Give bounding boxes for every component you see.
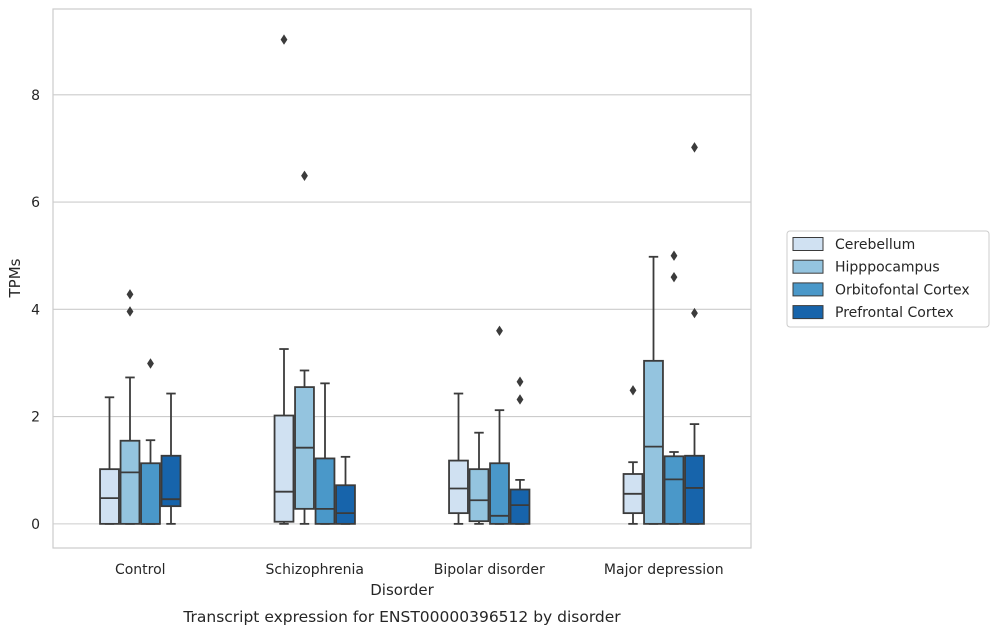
box-cerebellum	[448, 392, 469, 525]
outlier-point	[126, 306, 134, 317]
x-tick-label: Major depression	[604, 562, 724, 578]
iqr-box	[99, 468, 120, 525]
outlier-point	[691, 142, 698, 153]
iqr-box	[509, 488, 531, 525]
legend-swatch	[792, 282, 824, 297]
box-prefrontal-cortex	[160, 392, 182, 525]
outlier-point	[516, 376, 524, 387]
iqr-box	[468, 468, 490, 523]
legend-entry: Orbitofontal Cortex	[835, 282, 970, 298]
outlier-point	[629, 385, 637, 396]
chart-caption: Transcript expression for ENST0000039651…	[182, 608, 621, 626]
box-prefrontal-cortex	[335, 455, 356, 525]
outlier-point	[147, 358, 154, 369]
iqr-box	[489, 462, 510, 525]
outlier-point	[280, 34, 288, 45]
iqr-box	[314, 457, 336, 525]
iqr-box	[643, 359, 664, 525]
box-hipppocampus	[294, 170, 315, 525]
iqr-box	[684, 454, 705, 525]
y-tick-label: 2	[31, 410, 40, 426]
legend-entry: Cerebellum	[835, 237, 915, 253]
box-cerebellum	[273, 34, 295, 525]
box-hipppocampus	[643, 255, 664, 525]
x-axis-label: Disorder	[370, 581, 434, 599]
box-cerebellum	[622, 385, 644, 525]
plot-frame	[52, 8, 752, 549]
box-hipppocampus	[468, 431, 490, 525]
box-orbitofontal-cortex	[140, 358, 161, 525]
x-tick-label: Control	[115, 562, 166, 578]
legend-swatch	[792, 237, 824, 251]
outlier-point	[691, 307, 698, 319]
x-tick-labels: Control Schizophrenia Bipolar disorder Majo…	[115, 562, 724, 578]
y-tick-label: 4	[31, 302, 40, 318]
y-axis-label: TPMs	[6, 258, 24, 298]
legend-entry: Hipppocampus	[835, 260, 940, 276]
iqr-box	[119, 439, 141, 525]
box-cerebellum	[99, 396, 120, 525]
iqr-box	[448, 459, 469, 515]
y-tick-label: 0	[31, 517, 40, 533]
outlier-point	[670, 271, 678, 283]
box-orbitofontal-cortex	[489, 325, 510, 525]
box-prefrontal-cortex	[684, 142, 705, 525]
outlier-point	[126, 289, 134, 300]
box-orbitofontal-cortex	[314, 382, 336, 525]
y-tick-labels: 0 2 4 6 8	[31, 88, 40, 533]
iqr-box	[335, 484, 356, 525]
box-orbitofontal-cortex	[663, 250, 685, 525]
outlier-point	[516, 394, 524, 405]
outlier-point	[670, 250, 678, 261]
legend-swatch	[792, 305, 824, 320]
outlier-point	[496, 325, 503, 336]
iqr-box	[140, 462, 161, 525]
y-tick-label: 8	[31, 88, 40, 104]
iqr-box	[160, 454, 182, 508]
legend: Cerebellum Hipppocampus Orbitofontal Corte…	[786, 230, 990, 328]
outlier-point	[301, 170, 308, 181]
legend-frame	[786, 230, 990, 328]
y-tick-label: 6	[31, 195, 40, 211]
box-hipppocampus	[119, 289, 141, 525]
legend-entry: Prefrontal Cortex	[835, 305, 954, 321]
box-prefrontal-cortex	[509, 376, 531, 525]
x-tick-label: Bipolar disorder	[434, 562, 545, 578]
boxes	[99, 34, 705, 525]
x-tick-label: Schizophrenia	[266, 562, 364, 578]
legend-swatch	[792, 259, 824, 274]
iqr-box	[273, 414, 295, 523]
iqr-box	[663, 455, 685, 525]
